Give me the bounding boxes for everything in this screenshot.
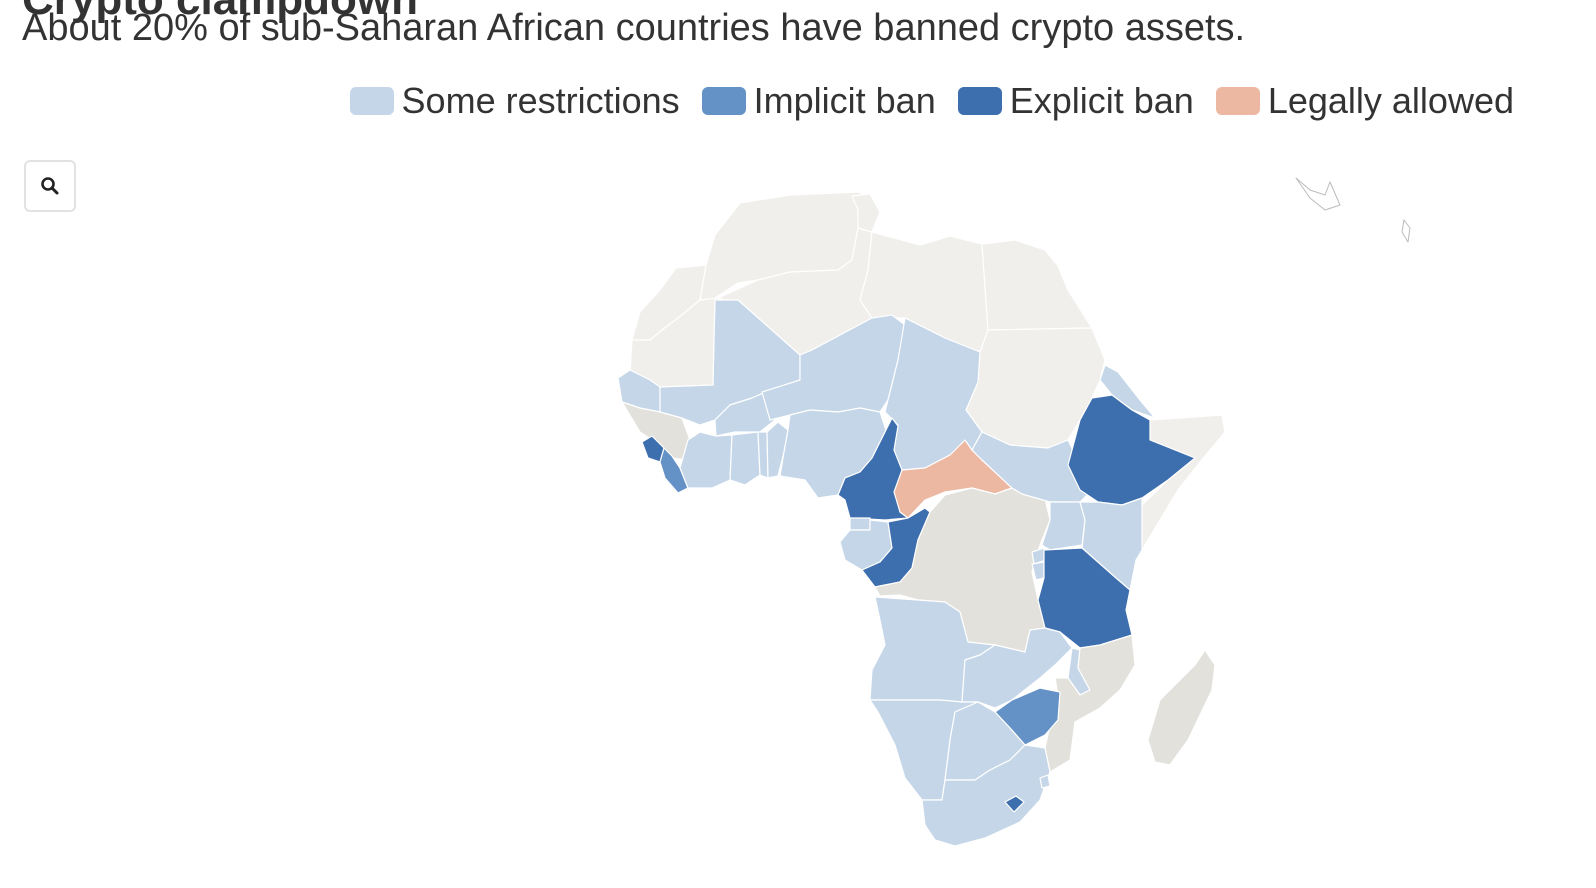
chart-subtitle: About 20% of sub-Saharan African countri…	[22, 7, 1246, 49]
region-ghana[interactable]	[729, 431, 761, 486]
legend-swatch	[957, 87, 1002, 115]
region-eswatini[interactable]	[1039, 774, 1051, 789]
region-egypt[interactable]	[981, 239, 1093, 331]
region-kenya[interactable]	[1079, 497, 1143, 591]
legend-item-some-restrictions[interactable]: Some restrictions	[349, 80, 680, 122]
legend-swatch	[349, 87, 394, 115]
region-ethiopia[interactable]	[1067, 394, 1196, 506]
island-outline	[1295, 177, 1341, 211]
search-icon	[41, 177, 59, 195]
region-madagascar[interactable]	[1147, 649, 1216, 766]
region-cote-d-ivoire[interactable]	[679, 431, 733, 489]
region-uganda[interactable]	[1041, 501, 1086, 551]
chart-title: Crypto clampdown	[22, 0, 418, 22]
region-lesotho[interactable]	[1004, 795, 1025, 813]
legend-swatch	[1215, 87, 1260, 115]
region-south-africa[interactable]	[921, 744, 1051, 847]
region-burundi[interactable]	[1031, 561, 1045, 581]
legend-item-implicit-ban[interactable]: Implicit ban	[701, 80, 936, 122]
legend-swatch	[701, 87, 746, 115]
region-cameroon[interactable]	[837, 417, 909, 521]
zoom-button[interactable]	[24, 160, 76, 212]
legend-label: Implicit ban	[753, 80, 936, 121]
legend-label: Explicit ban	[1009, 80, 1194, 121]
region-equatorial-guinea[interactable]	[849, 517, 871, 531]
legend-item-legally-allowed[interactable]: Legally allowed	[1215, 80, 1514, 122]
legend-item-explicit-ban[interactable]: Explicit ban	[957, 80, 1194, 122]
region-burkina-faso[interactable]	[714, 389, 776, 437]
island-outline	[1401, 219, 1411, 243]
region-togo[interactable]	[757, 431, 769, 479]
legend: Some restrictions Implicit ban Explicit …	[349, 80, 1514, 122]
legend-label: Some restrictions	[401, 80, 680, 121]
region-zambia[interactable]	[961, 627, 1073, 709]
legend-label: Legally allowed	[1267, 80, 1514, 121]
